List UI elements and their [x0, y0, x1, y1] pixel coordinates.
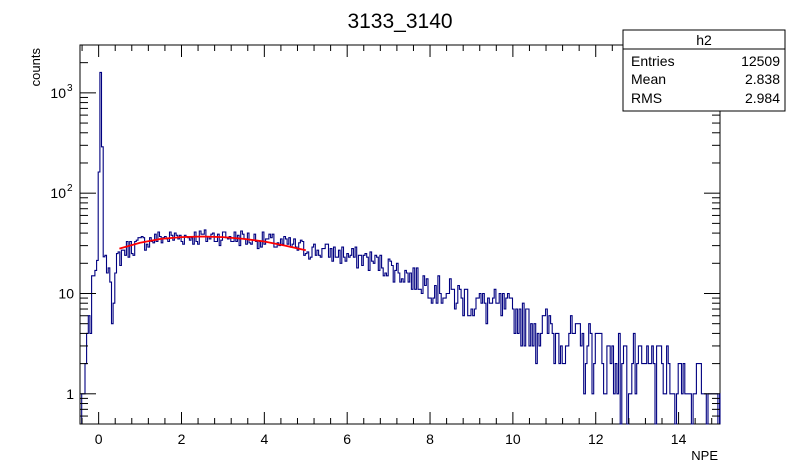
- stats-box: h2 Entries 12509 Mean 2.838 RMS 2.984: [622, 29, 786, 112]
- y-axis-label: counts: [28, 48, 43, 87]
- y-tick-label: 10: [58, 285, 74, 301]
- x-tick-label: 4: [260, 431, 268, 447]
- y-tick-exponent: 3: [67, 83, 73, 94]
- chart-title: 3133_3140: [347, 10, 452, 33]
- x-tick-label: 0: [95, 431, 103, 447]
- x-tick-label: 2: [178, 431, 186, 447]
- x-tick-label: 6: [343, 431, 351, 447]
- stats-entries-label: Entries: [631, 53, 675, 69]
- stats-mean-label: Mean: [631, 71, 666, 87]
- plot-frame: [79, 44, 721, 425]
- stats-box-frame: [622, 29, 786, 112]
- y-tick-label: 10: [50, 185, 66, 201]
- fit-curve: [119, 235, 306, 252]
- y-tick-exponent: 2: [67, 183, 73, 194]
- x-tick-label: 8: [426, 431, 434, 447]
- x-tick-label: 14: [671, 431, 687, 447]
- y-tick-label: 1: [66, 386, 74, 402]
- stats-name: h2: [696, 32, 712, 48]
- stats-mean-value: 2.838: [745, 71, 780, 87]
- fit-layer: [119, 235, 306, 252]
- x-tick-label: 12: [588, 431, 604, 447]
- x-axis-label: NPE: [691, 448, 718, 463]
- histogram-path: [80, 71, 721, 425]
- stats-entries-value: 12509: [741, 53, 780, 69]
- y-tick-label: 10: [50, 85, 66, 101]
- plot-border: [79, 44, 721, 425]
- histogram-layer: [80, 71, 721, 425]
- stats-rms-label: RMS: [631, 90, 662, 106]
- stats-rms-value: 2.984: [745, 90, 780, 106]
- x-tick-label: 10: [505, 431, 521, 447]
